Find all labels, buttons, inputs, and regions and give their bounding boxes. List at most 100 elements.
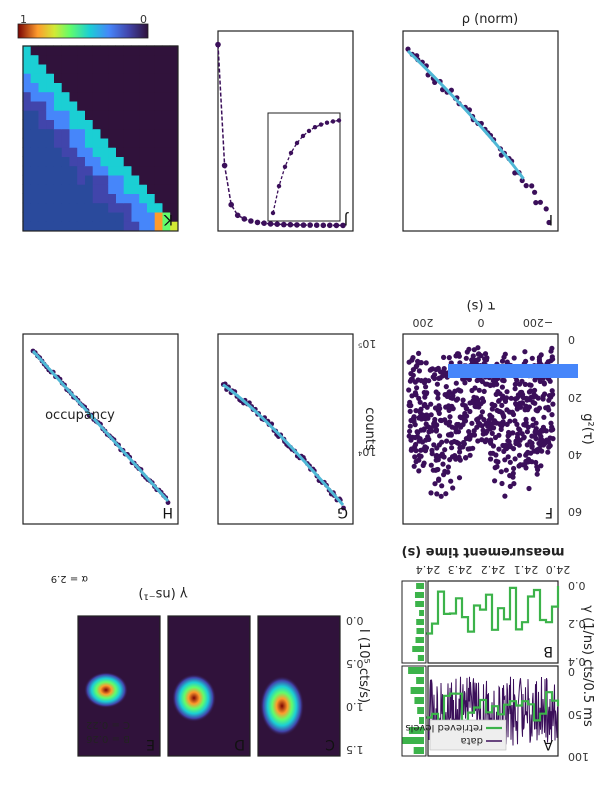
occupancy-cell xyxy=(61,54,70,65)
occupancy-cell xyxy=(30,91,39,102)
g2-point xyxy=(490,443,496,449)
occupancy-cell xyxy=(161,73,171,83)
occupancy-cell xyxy=(45,45,54,56)
occupancy-cell xyxy=(30,119,39,130)
panel-J-inset-points xyxy=(270,118,342,216)
g2-point xyxy=(479,379,485,385)
g2-point xyxy=(436,477,442,483)
bic-inset-point xyxy=(270,210,276,216)
occupancy-cell xyxy=(154,193,163,204)
occupancy-cell xyxy=(84,45,93,56)
occupancy-cell xyxy=(138,119,147,130)
occurrence-point xyxy=(523,182,529,189)
panel-I-label: I xyxy=(549,211,553,227)
panel-G-ytick-1e4: 10⁴ xyxy=(357,445,376,458)
occupancy-cell xyxy=(68,110,78,120)
g2-point xyxy=(409,357,415,363)
g2-point xyxy=(524,429,530,435)
occupancy-cell xyxy=(53,63,62,74)
occupancy-cell xyxy=(107,91,116,102)
occupancy-cell xyxy=(22,193,31,204)
bic-point xyxy=(234,212,241,219)
heatmap-C-frame xyxy=(257,615,341,757)
g2-point xyxy=(503,467,509,473)
g2-point xyxy=(500,412,506,418)
g2-point xyxy=(492,434,499,441)
g2-point xyxy=(456,421,462,428)
occupancy-cell xyxy=(107,119,116,130)
g2-point xyxy=(406,402,413,409)
occurrence-point xyxy=(537,199,543,205)
histogram-bar xyxy=(416,619,424,625)
g2-point xyxy=(419,439,426,445)
occupancy-cell xyxy=(99,221,109,231)
occupancy-cell xyxy=(130,91,140,102)
panel-G-label: G xyxy=(337,504,348,520)
occupancy-cell xyxy=(130,174,140,185)
occupancy-cell xyxy=(30,63,39,74)
occupancy-cell xyxy=(30,211,39,222)
g2-point xyxy=(455,396,461,402)
g2-point xyxy=(435,457,441,463)
occupancy-cell xyxy=(154,147,163,157)
panel-A-ytick-100: 100 xyxy=(568,750,589,763)
occupancy-cell xyxy=(45,54,54,65)
occupancy-cell xyxy=(92,73,101,83)
occupancy-cell xyxy=(92,119,101,130)
occupancy-cell xyxy=(115,128,124,139)
occupancy-cell xyxy=(37,211,47,222)
g2-point xyxy=(450,393,456,399)
panel-B-ytick-02: 0.2 xyxy=(568,617,586,630)
g2-point xyxy=(469,420,475,426)
occupancy-cell xyxy=(154,202,163,213)
g2-point xyxy=(433,389,439,395)
panel-I-fit xyxy=(406,49,525,180)
occupancy-cell xyxy=(45,202,54,213)
occupancy-cell xyxy=(68,63,78,74)
occupancy-cell xyxy=(146,73,155,83)
occupancy-cell xyxy=(45,91,54,102)
g2-point xyxy=(408,437,414,443)
occupancy-cell xyxy=(161,45,171,56)
legend-data: data xyxy=(460,735,483,746)
g2-point xyxy=(469,387,475,394)
occupancy-cell xyxy=(84,63,93,74)
occupancy-cell xyxy=(146,82,155,93)
occupancy-cell xyxy=(130,82,140,93)
occupancy-cell xyxy=(161,137,171,148)
occupancy-cell xyxy=(107,156,116,167)
occupancy-cell xyxy=(30,174,39,185)
occupancy-cell xyxy=(76,45,85,56)
occupancy-cell xyxy=(92,54,101,65)
occupancy-cell xyxy=(45,211,54,222)
g2-point xyxy=(406,387,412,393)
histogram-bar xyxy=(414,697,424,704)
occupancy-cell xyxy=(30,82,39,93)
occupancy-cell xyxy=(61,110,70,120)
occupancy-cell xyxy=(130,63,140,74)
g2-point xyxy=(511,481,517,487)
g2-point xyxy=(431,421,437,427)
occupancy-cell xyxy=(61,73,70,83)
occupancy-cell xyxy=(53,54,62,65)
occupancy-cell xyxy=(45,221,54,231)
g2-point xyxy=(460,444,466,450)
occupancy-cell xyxy=(99,147,109,157)
histogram-bar xyxy=(417,707,424,714)
occupancy-cell xyxy=(99,91,109,102)
g2-point xyxy=(512,456,518,462)
histogram-bar xyxy=(419,717,424,724)
g2-point xyxy=(491,376,497,382)
bic-point xyxy=(267,221,274,227)
occupancy-cell xyxy=(138,202,147,213)
occupancy-cell xyxy=(92,91,101,102)
g2-point xyxy=(501,354,507,360)
g2-point xyxy=(532,400,538,406)
g2-point xyxy=(546,444,552,450)
g2-point xyxy=(510,446,517,452)
occupancy-cell xyxy=(115,100,124,111)
occupancy-cell xyxy=(146,119,155,130)
occupancy-cell xyxy=(123,221,132,231)
occupancy-cell xyxy=(138,73,147,83)
histogram-bar xyxy=(416,628,424,634)
